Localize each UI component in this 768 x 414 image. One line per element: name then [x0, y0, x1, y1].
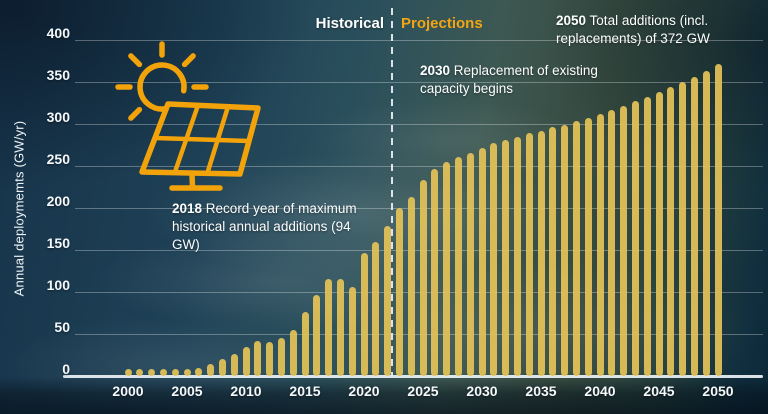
bar-2026: [431, 168, 439, 376]
x-tick-2040: 2040: [584, 383, 616, 399]
y-tick-300: 300: [46, 109, 70, 125]
bar-2003: [159, 369, 167, 376]
sun-icon: [137, 62, 187, 112]
bar-2042: [620, 105, 628, 376]
x-tick-2045: 2045: [643, 383, 675, 399]
bar-2043: [631, 101, 639, 376]
bar-2021: [372, 241, 380, 376]
historical-projections-divider-line: [391, 8, 393, 376]
bar-2045: [655, 92, 663, 376]
bar-2049: [702, 71, 710, 376]
bar-2018: [336, 279, 344, 376]
y-tick-200: 200: [46, 193, 70, 209]
bar-2040: [596, 113, 604, 376]
bar-2032: [502, 139, 510, 376]
sun-rays-icon: [115, 41, 209, 121]
bar-2023: [395, 208, 403, 376]
solar-panel-grid-icon: [152, 103, 252, 176]
bar-2012: [266, 342, 274, 376]
bar-2035: [537, 130, 545, 376]
x-tick-2020: 2020: [348, 383, 380, 399]
bar-2030: [478, 147, 486, 376]
bar-2010: [242, 347, 250, 376]
bar-2037: [561, 124, 569, 376]
x-tick-2050: 2050: [702, 383, 734, 399]
bar-2036: [549, 127, 557, 376]
y-tick-250: 250: [46, 151, 70, 167]
annotation-2018-text: Record year of maximum historical annual…: [172, 201, 357, 252]
y-tick-0: 0: [62, 361, 70, 377]
bar-2006: [195, 367, 203, 376]
x-tick-2015: 2015: [289, 383, 321, 399]
bar-2025: [419, 180, 427, 376]
x-tick-2030: 2030: [466, 383, 498, 399]
gridline-50: [75, 334, 763, 335]
bar-2046: [667, 87, 675, 376]
bar-2044: [643, 97, 651, 376]
bar-2039: [584, 118, 592, 376]
annotation-2018: 2018 Record year of maximum historical a…: [172, 200, 364, 253]
bar-2016: [313, 294, 321, 376]
bar-2028: [454, 156, 462, 376]
bar-2034: [525, 133, 533, 376]
bar-2022: [384, 226, 392, 376]
gridline-300: [75, 124, 763, 125]
annotation-2018-year: 2018: [172, 201, 203, 216]
bar-2009: [230, 354, 238, 376]
bar-2050: [714, 63, 722, 376]
annotation-2050-text: Total additions (incl. replacements) of …: [556, 13, 710, 46]
gridline-150: [75, 250, 763, 251]
historical-label: Historical: [315, 15, 384, 32]
bar-2029: [466, 152, 474, 376]
bar-2047: [679, 82, 687, 376]
x-tick-2010: 2010: [230, 383, 262, 399]
annotation-2050-year: 2050: [556, 13, 587, 28]
bar-2019: [348, 286, 356, 376]
bar-2038: [572, 121, 580, 376]
gridline-200: [75, 208, 763, 209]
y-tick-400: 400: [46, 25, 70, 41]
gridline-400: [75, 40, 763, 41]
bar-2000: [124, 369, 132, 376]
bar-2033: [513, 136, 521, 376]
bar-2020: [360, 252, 368, 376]
bar-2027: [443, 161, 451, 376]
x-tick-2005: 2005: [171, 383, 203, 399]
bar-2041: [608, 109, 616, 376]
annotation-2050: 2050 Total additions (incl. replacements…: [556, 12, 764, 48]
gridline-0: [63, 375, 763, 378]
x-tick-2035: 2035: [525, 383, 557, 399]
y-tick-350: 350: [46, 67, 70, 83]
annotation-2030-year: 2030: [420, 63, 451, 78]
bar-2011: [254, 340, 262, 376]
bar-2014: [289, 329, 297, 376]
bar-2001: [136, 369, 144, 376]
x-tick-2000: 2000: [112, 383, 144, 399]
y-axis-title: Annual deploymemts (GW/yr): [11, 120, 27, 297]
bar-2024: [407, 197, 415, 376]
bar-2031: [490, 143, 498, 376]
annotation-2030-text: Replacement of existing capacity begins: [420, 63, 598, 96]
x-tick-2025: 2025: [407, 383, 439, 399]
y-tick-50: 50: [54, 319, 70, 335]
gridline-250: [75, 166, 763, 167]
solar-panel-stand-icon: [169, 171, 223, 191]
bar-2002: [148, 369, 156, 376]
gridline-350: [75, 82, 763, 83]
bar-2004: [171, 369, 179, 376]
annotation-2030: 2030 Replacement of existing capacity be…: [420, 62, 598, 98]
y-tick-100: 100: [46, 277, 70, 293]
bar-2015: [301, 312, 309, 376]
bar-2013: [277, 338, 285, 376]
bar-2008: [218, 359, 226, 376]
bar-2048: [690, 76, 698, 376]
bar-2005: [183, 369, 191, 376]
gridline-100: [75, 292, 763, 293]
bar-2007: [207, 364, 215, 376]
bar-2017: [325, 279, 333, 376]
projections-label: Projections: [401, 15, 483, 32]
sun-and-solar-panel-icon: [115, 41, 261, 191]
y-tick-150: 150: [46, 235, 70, 251]
